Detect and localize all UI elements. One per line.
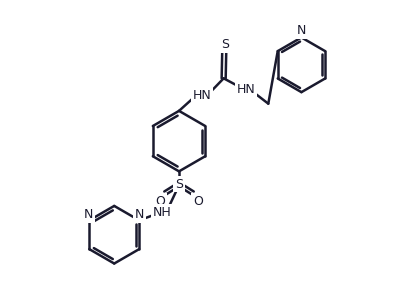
Text: S: S: [221, 38, 229, 51]
Text: O: O: [193, 194, 203, 208]
Text: S: S: [175, 178, 183, 191]
Text: HN: HN: [193, 88, 211, 102]
Text: N: N: [84, 208, 93, 221]
Text: N: N: [135, 208, 144, 221]
Text: NH: NH: [152, 206, 171, 219]
Text: O: O: [155, 194, 165, 208]
Text: N: N: [297, 24, 306, 37]
Text: HN: HN: [237, 83, 256, 96]
